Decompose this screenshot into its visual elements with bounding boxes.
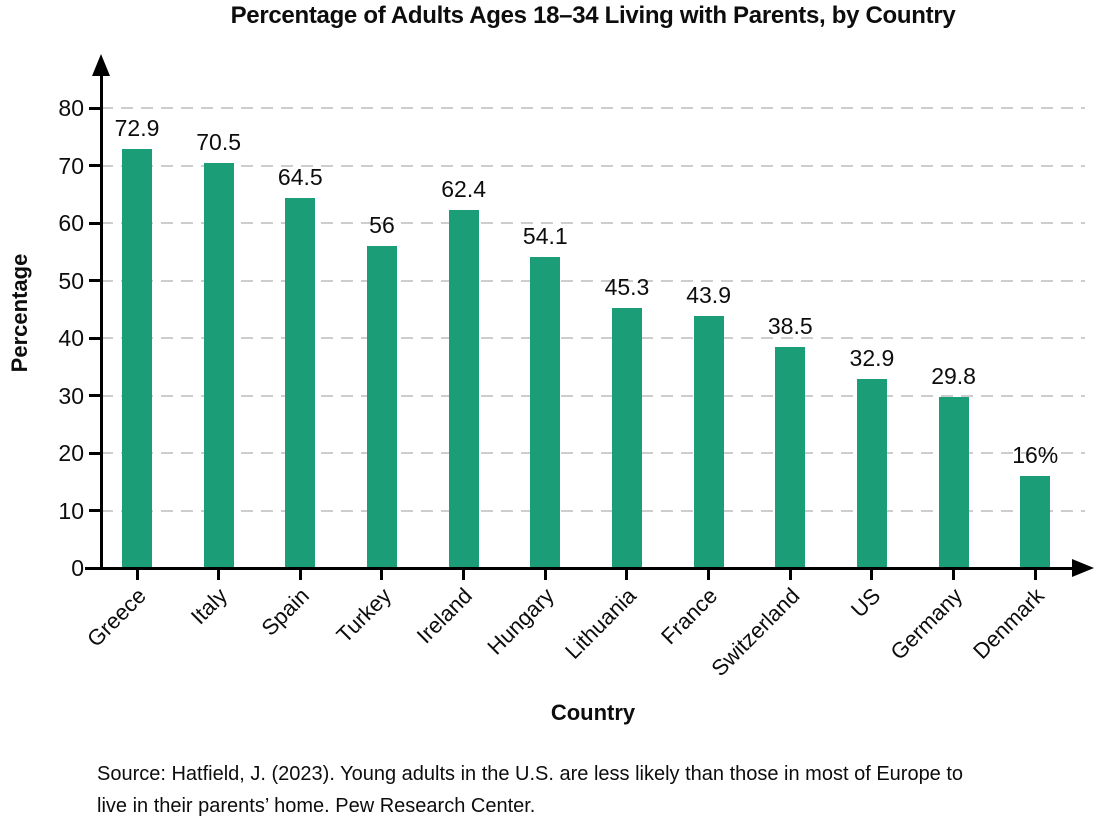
y-tick [89,509,101,513]
bar [938,396,969,568]
gridline [101,452,1085,455]
gridline [101,107,1085,110]
y-tick [89,279,101,283]
bar-value-label: 72.9 [114,115,160,142]
x-category-label: Denmark [968,583,1049,664]
bar [366,246,397,568]
x-category-label: Lithuania [559,583,641,664]
bar-value-label: 64.5 [277,163,323,190]
x-axis-label: Country [550,700,636,725]
bar [122,149,152,568]
x-tick [217,568,221,580]
y-tick-label: 70 [58,152,84,179]
bar-value-label: 38.5 [767,312,813,339]
source-note-line1: Source: Hatfield, J. (2023). Young adult… [97,763,964,785]
x-category-label: Italy [186,583,233,630]
x-axis-arrow [1072,559,1094,577]
x-tick [707,568,711,580]
x-category-label: France [656,583,723,650]
bar [1020,476,1051,568]
bar-value-label: 62.4 [441,175,486,202]
y-axis-arrow [92,54,110,76]
bar-value-label: 16% [1012,442,1059,469]
y-tick [89,451,101,455]
y-axis-line [99,64,103,570]
y-tick-label: 40 [58,325,84,352]
x-tick [135,568,139,580]
gridline [101,222,1085,225]
bar-value-label: 70.5 [196,129,242,156]
bar [530,257,561,568]
x-category-label: Greece [81,583,151,652]
bar [448,209,479,568]
y-tick-label: 20 [58,440,84,467]
bar-value-label: 43.9 [686,281,731,308]
x-category-label: Spain [256,583,314,641]
y-tick [89,106,101,110]
bar [611,307,642,568]
bar [693,315,724,568]
x-tick [625,568,629,580]
x-tick [380,568,384,580]
bar-value-label: 32.9 [849,345,895,372]
y-tick-label: 60 [58,210,84,237]
y-tick [89,336,101,340]
y-tick [89,221,101,225]
gridline [101,279,1085,282]
bar [285,197,316,568]
bar-value-label: 29.8 [931,362,976,389]
source-note-line2: live in their parents’ home. Pew Researc… [97,795,536,817]
source-note: Source: Hatfield, J. (2023). Young adult… [97,758,1087,822]
x-tick [952,568,956,580]
bar-value-label: 54.1 [522,223,568,250]
bar-value-label: 56 [369,212,395,239]
x-category-label: Hungary [482,583,559,660]
gridline [101,164,1085,167]
x-tick [462,568,466,580]
bar [856,379,887,568]
gridline [101,394,1085,397]
y-tick-label: 80 [58,95,84,122]
gridline [101,509,1085,512]
x-category-label: Ireland [412,583,478,649]
x-category-label: US [846,583,886,623]
y-tick-label: 30 [58,382,84,409]
bar [775,346,806,568]
y-tick-label: 50 [58,267,84,294]
y-tick-label: 0 [71,555,84,581]
x-category-label: Turkey [331,583,396,648]
x-tick [298,568,302,580]
x-category-label: Switzerland [705,583,804,682]
bar [203,163,234,568]
x-axis-line [85,566,1074,570]
chart-title: Percentage of Adults Ages 18–34 Living w… [230,2,956,29]
bar-value-label: 45.3 [604,273,650,300]
y-tick [89,394,101,398]
y-tick-label: 10 [58,497,84,524]
x-tick [1033,568,1037,580]
y-tick [89,164,101,168]
x-tick [543,568,547,580]
x-category-label: Germany [885,583,968,665]
x-tick [788,568,792,580]
x-tick [870,568,874,580]
gridline [101,337,1085,340]
